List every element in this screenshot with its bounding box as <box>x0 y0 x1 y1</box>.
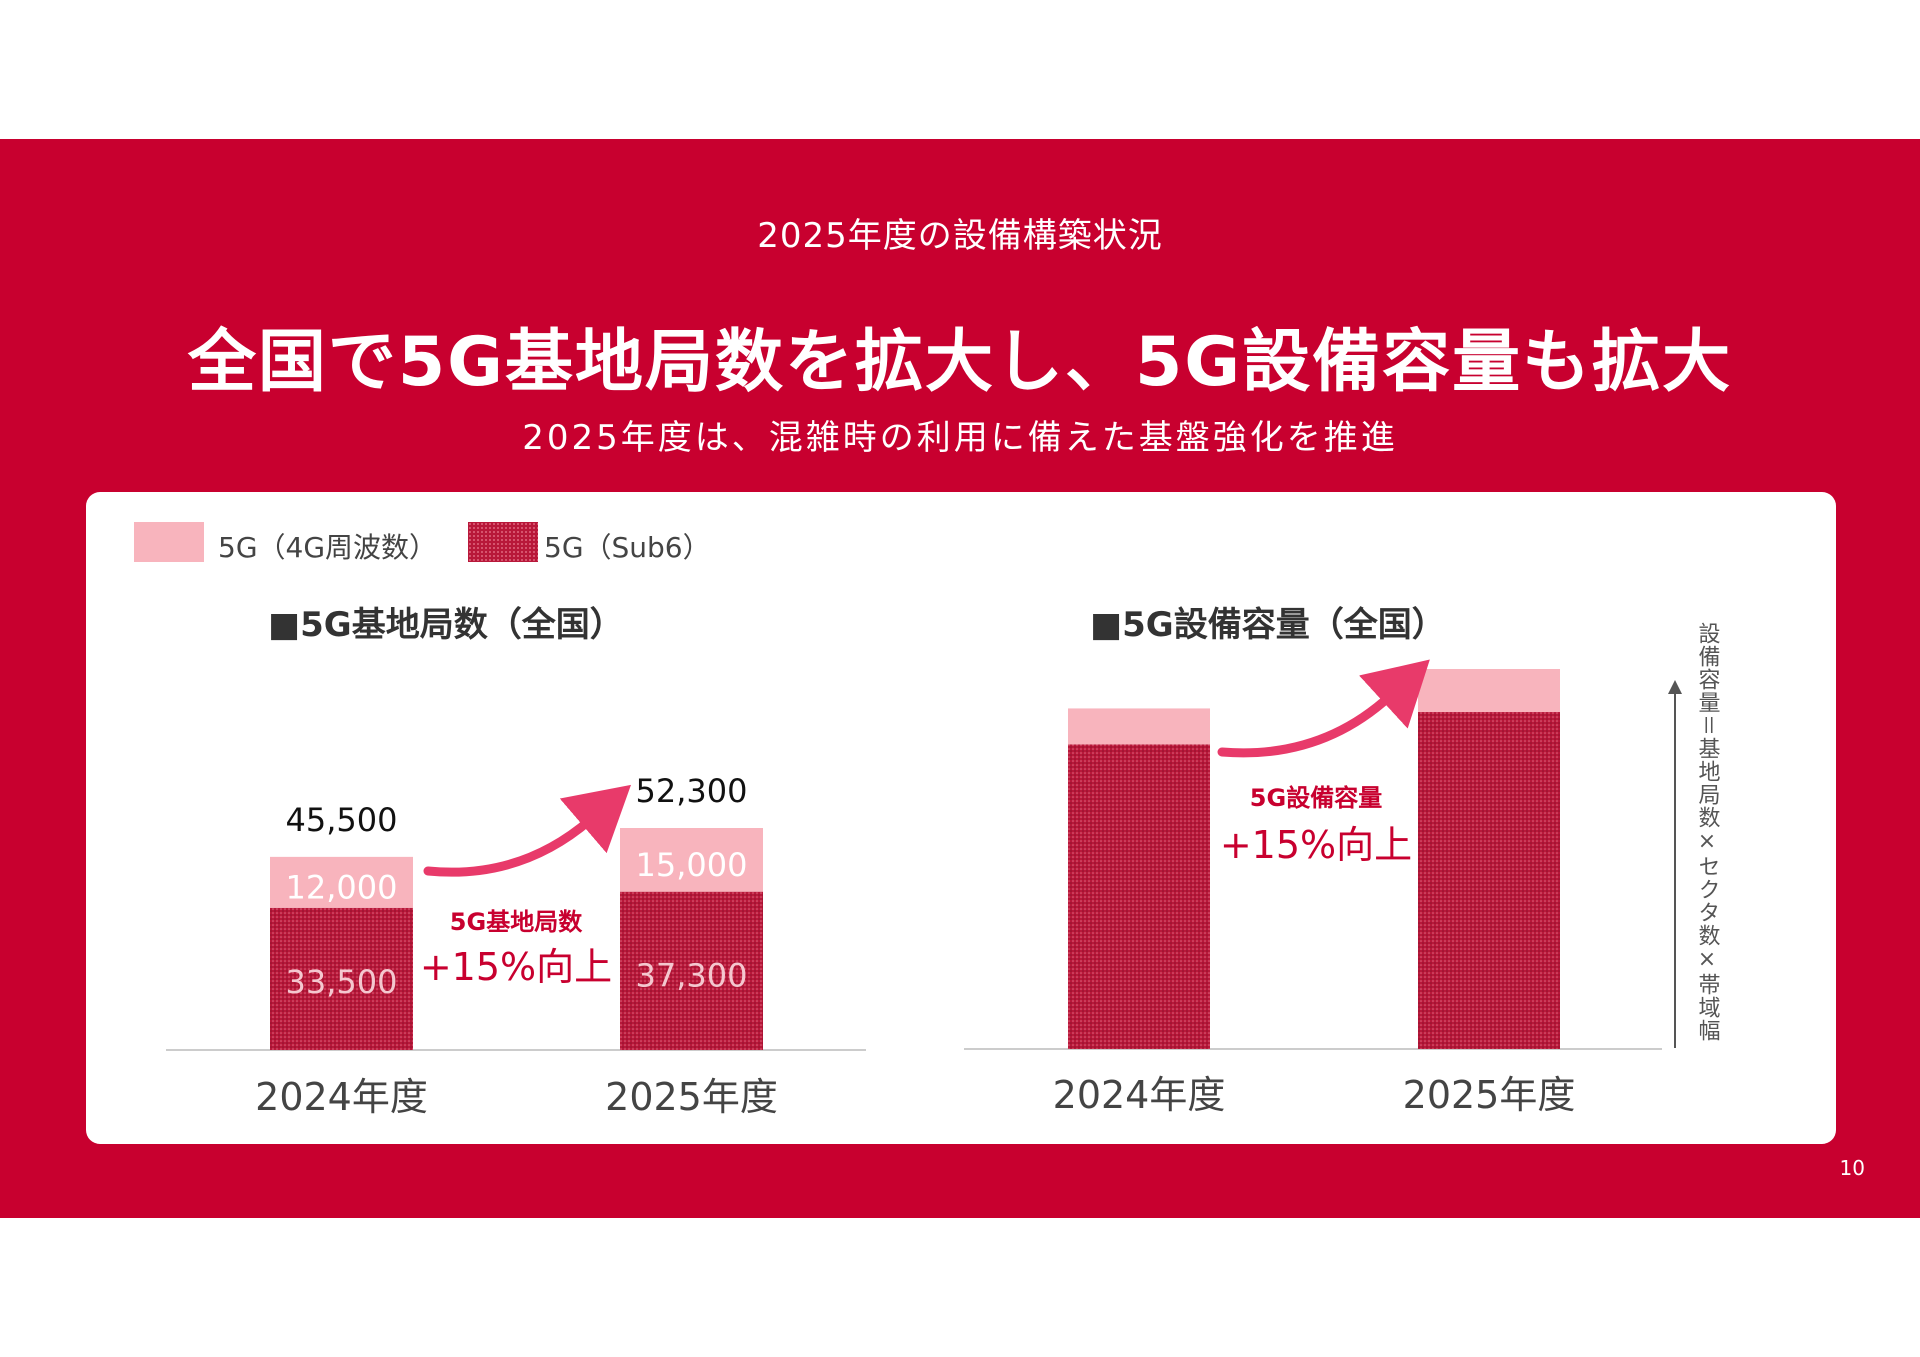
bar-sub6-label-1: 33,500 <box>286 963 398 1001</box>
growth-callout-value: +15%向上 <box>1220 823 1412 867</box>
bar-4g-band-2 <box>1418 669 1560 713</box>
chart-title: ■5G基地局数（全国） <box>268 605 624 645</box>
legend-label-sub6: 5G（Sub6） <box>544 531 711 564</box>
growth-callout-label: 5G設備容量 <box>1250 784 1382 812</box>
growth-callout-label: 5G基地局数 <box>450 908 583 936</box>
y-axis-label: 設備容量＝基地局数×セクタ数×帯域幅 <box>1695 622 1721 1042</box>
legend-swatch-sub6 <box>468 522 538 562</box>
slide-subline: 2025年度は、混雑時の利用に備えた基盤強化を推進 <box>522 418 1398 458</box>
growth-arrow <box>423 784 632 877</box>
bar-4g-band-label-1: 12,000 <box>286 868 398 906</box>
bar-4g-band-1 <box>270 856 413 908</box>
category-label-1: 2024年度 <box>255 1075 428 1119</box>
slide-headline: 全国で5G基地局数を拡大し、5G設備容量も拡大 <box>187 323 1733 402</box>
growth-callout-value: +15%向上 <box>420 945 612 989</box>
category-label-1: 2024年度 <box>1053 1073 1226 1117</box>
y-axis-arrow-head <box>1668 680 1682 694</box>
bar-4g-band-2 <box>620 828 763 892</box>
category-label-2: 2025年度 <box>1403 1073 1576 1117</box>
growth-arrow <box>1217 659 1430 758</box>
legend-swatch-4g-band <box>134 522 204 562</box>
bar-sub6-2 <box>1418 712 1560 1049</box>
bar-sub6-1 <box>270 907 413 1050</box>
bar-total-label-1: 45,500 <box>286 801 398 839</box>
bar-sub6-2 <box>620 891 763 1050</box>
legend-label-4g-band: 5G（4G周波数） <box>218 531 438 564</box>
bar-4g-band-label-2: 15,000 <box>636 846 748 884</box>
slide-eyebrow: 2025年度の設備構築状況 <box>757 216 1163 256</box>
category-label-2: 2025年度 <box>605 1075 778 1119</box>
chart-title: ■5G設備容量（全国） <box>1090 605 1446 645</box>
bar-sub6-label-2: 37,300 <box>636 957 748 995</box>
page-number: 10 <box>1839 1156 1865 1180</box>
bar-sub6-1 <box>1068 744 1210 1049</box>
bar-4g-band-1 <box>1068 708 1210 745</box>
bar-total-label-2: 52,300 <box>636 772 748 810</box>
